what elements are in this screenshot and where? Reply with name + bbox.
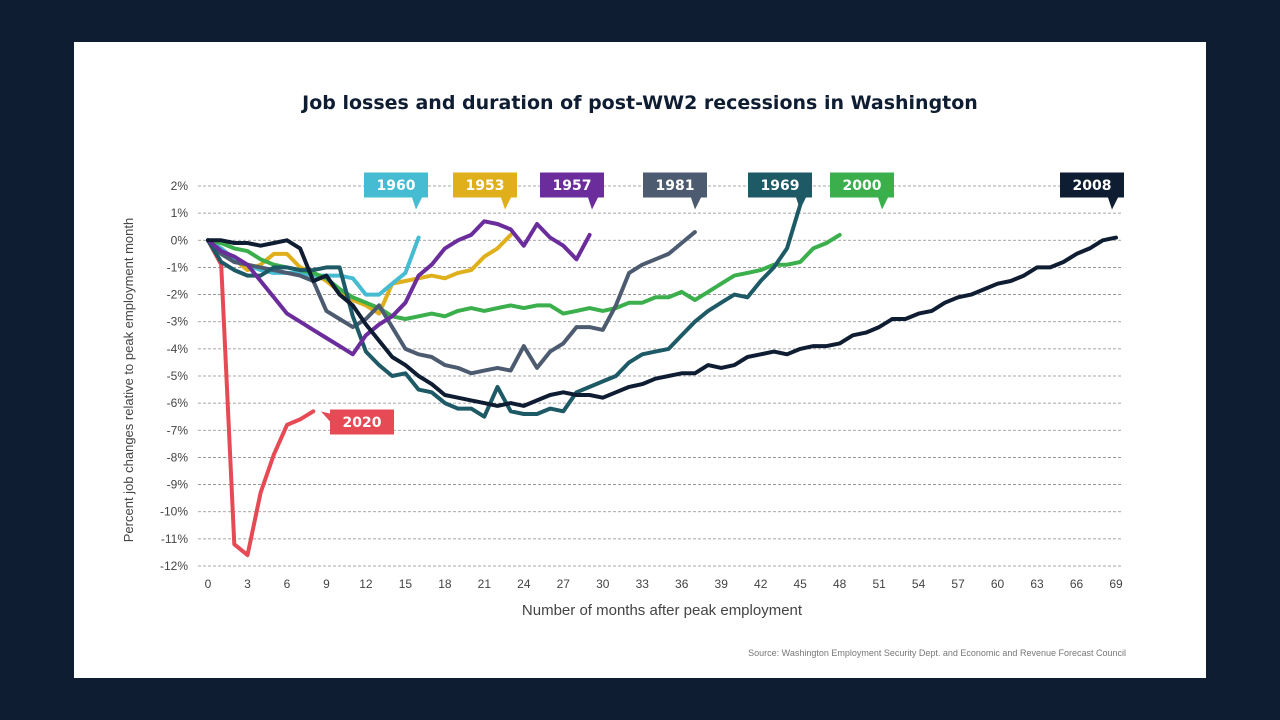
y-tick-label: -11%: [161, 532, 188, 546]
x-tick-label: 15: [399, 577, 413, 591]
x-tick-label: 30: [596, 577, 610, 591]
x-tick-label: 69: [1109, 577, 1123, 591]
series-label-1957: 1957: [540, 172, 604, 210]
label-text: 1981: [656, 178, 695, 194]
y-tick-label: -7%: [167, 423, 189, 437]
x-tick-label: 48: [833, 577, 847, 591]
x-tick-label: 36: [675, 577, 689, 591]
y-tick-label: -10%: [160, 505, 188, 519]
x-tick-label: 9: [323, 577, 330, 591]
x-axis-label: Number of months after peak employment: [522, 602, 803, 619]
x-tick-label: 18: [438, 577, 452, 591]
x-tick-label: 57: [951, 577, 965, 591]
series-line-2008: [206, 235, 1118, 408]
series-label-2000: 2000: [830, 172, 894, 210]
x-tick-label: 63: [1030, 577, 1044, 591]
chart-title: Job losses and duration of post-WW2 rece…: [302, 92, 978, 114]
label-text: 1953: [466, 178, 505, 194]
label-text: 1960: [377, 178, 416, 194]
series-line-2000: [206, 232, 842, 321]
x-tick-label: 42: [754, 577, 768, 591]
x-tick-label: 27: [557, 577, 571, 591]
y-tick-label: -2%: [167, 288, 189, 302]
y-tick-label: -1%: [167, 260, 189, 274]
y-tick-label: -3%: [167, 315, 189, 329]
line-chart: 2% 1% 0% -1% -2% -3% -4% -5% -6% -7% -8% -9% -10% -11…: [121, 172, 1124, 619]
x-tick-label: 0: [205, 577, 212, 591]
x-tick-label: 6: [284, 577, 291, 591]
y-tick-label: 1%: [171, 206, 189, 220]
x-tick-label: 45: [793, 577, 807, 591]
y-axis-label: Percent job changes relative to peak emp…: [121, 218, 136, 542]
chart-card: Job losses and duration of post-WW2 rece…: [74, 42, 1206, 678]
series-line-1957: [206, 219, 592, 357]
label-tag: [540, 172, 604, 210]
x-tick-label: 51: [872, 577, 886, 591]
x-tick-label: 3: [244, 577, 251, 591]
y-tick-label: -6%: [167, 396, 189, 410]
x-tick-label: 12: [359, 577, 373, 591]
label-tag: [453, 172, 517, 210]
label-text: 1969: [761, 178, 800, 194]
y-tick-label: 2%: [171, 179, 189, 193]
label-tag: [1060, 172, 1124, 210]
source-note: Source: Washington Employment Security D…: [748, 648, 1126, 658]
series-line-1981: [206, 230, 697, 376]
y-tick-label: -12%: [160, 559, 188, 573]
x-tick-label: 21: [478, 577, 492, 591]
y-tick-label: 0%: [171, 233, 189, 247]
x-tick-label: 66: [1070, 577, 1084, 591]
label-tag: [830, 172, 894, 210]
series-label-1981: 1981: [643, 172, 707, 210]
y-tick-label: -4%: [167, 342, 189, 356]
x-tick-label: 24: [517, 577, 531, 591]
label-text: 2000: [843, 178, 882, 194]
y-tick-label: -8%: [167, 450, 189, 464]
series-label-2020: 2020: [321, 409, 394, 435]
label-tag: [643, 172, 707, 210]
x-tick-label: 39: [715, 577, 729, 591]
label-text: 2008: [1073, 178, 1112, 194]
series-label-1960: 1960: [364, 172, 428, 210]
series-line-1969: [206, 203, 803, 419]
x-tick-label: 54: [912, 577, 926, 591]
label-text: 1957: [553, 178, 592, 194]
series-label-2008: 2008: [1060, 172, 1124, 210]
y-tick-label: -5%: [167, 369, 189, 383]
series-label-1969: 1969: [748, 172, 812, 210]
x-tick-label: 33: [636, 577, 650, 591]
series-label-1953: 1953: [453, 172, 517, 210]
series-line-2020: [206, 238, 316, 558]
x-tick-label: 60: [991, 577, 1005, 591]
label-tag: [364, 172, 428, 210]
label-tag: [748, 172, 812, 210]
label-tag: [321, 409, 394, 435]
label-text: 2020: [343, 415, 382, 431]
y-tick-label: -9%: [167, 478, 189, 492]
